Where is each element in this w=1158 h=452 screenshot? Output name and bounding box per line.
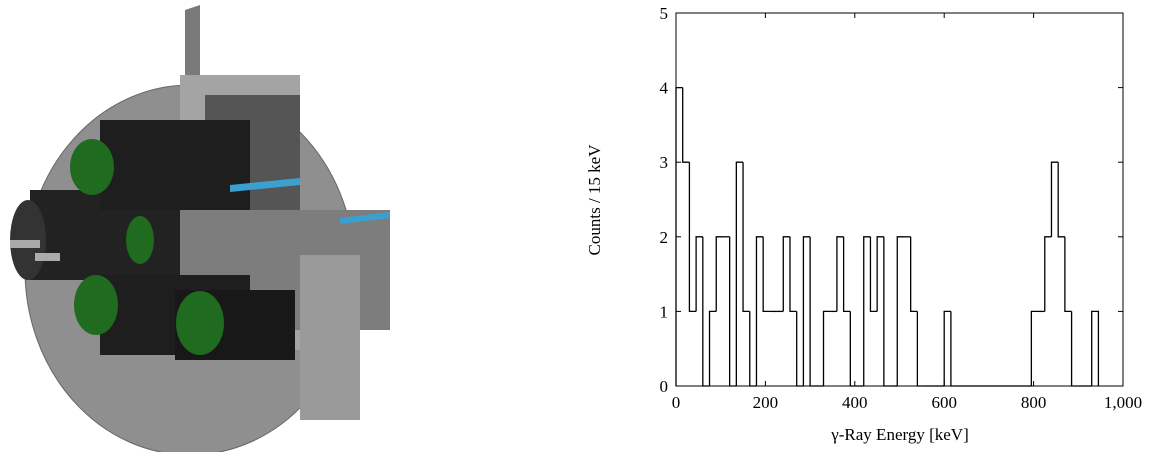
histogram-bin [696, 237, 703, 312]
histogram-bin [683, 88, 690, 163]
histogram-bin [1065, 237, 1072, 312]
y-tick-label: 0 [660, 377, 669, 396]
histogram-bin [689, 162, 696, 311]
histogram-bin [1051, 162, 1058, 237]
x-tick-label: 400 [842, 393, 868, 412]
histogram-bin [844, 237, 851, 312]
histogram-bin [710, 311, 717, 386]
histogram-bin [750, 311, 757, 386]
histogram-bin [730, 237, 737, 386]
histogram-bin [1072, 311, 1079, 386]
y-tick-label: 1 [660, 302, 669, 321]
histogram-bin [1058, 162, 1065, 237]
histogram-bin [756, 237, 763, 386]
histogram-bin [824, 311, 831, 386]
detector-render [10, 5, 390, 452]
histogram-bin [897, 237, 904, 386]
histogram-bin [850, 311, 857, 386]
histogram-bin [870, 237, 877, 312]
histogram-bin [917, 311, 924, 386]
histogram-bin [877, 237, 884, 312]
y-axis-label: Counts / 15 keV [585, 144, 604, 256]
y-tick-label: 5 [660, 4, 669, 23]
histogram-bin [1045, 237, 1052, 312]
y-tick-label: 2 [660, 228, 669, 247]
histogram-bin [951, 311, 958, 386]
y-tick-label: 3 [660, 153, 669, 172]
histogram-bin [864, 237, 871, 386]
y-tick-label: 4 [660, 79, 669, 98]
histogram-bin [797, 311, 804, 386]
x-axis-label: γ-Ray Energy [keV] [830, 425, 969, 444]
histogram-bin [911, 237, 918, 312]
histogram-bin [884, 237, 891, 386]
histogram-bin [944, 311, 951, 386]
histogram-plot: γ-Ray Energy [keV] Counts / 15 keV 0 200 4… [585, 4, 1142, 444]
histogram-bin [783, 237, 790, 312]
x-tick-label: 0 [672, 393, 681, 412]
histogram-bin [703, 237, 710, 386]
x-tick-label: 800 [1021, 393, 1047, 412]
histogram-bin [1031, 311, 1038, 386]
histogram-bin [803, 237, 810, 386]
x-tick-label: 1,000 [1104, 393, 1142, 412]
figure: γ-Ray Energy [keV] Counts / 15 keV 0 200 4… [0, 0, 1158, 452]
x-tick-label: 200 [753, 393, 779, 412]
histogram-bin [790, 237, 797, 312]
histogram-bin [716, 237, 723, 312]
histogram-bin [1092, 311, 1099, 386]
histogram-bin [736, 162, 743, 386]
histogram-bin [743, 162, 750, 311]
histogram-bin [837, 237, 844, 312]
histogram-bin [763, 237, 770, 312]
histogram-bin [810, 237, 817, 386]
x-tick-label: 600 [931, 393, 957, 412]
